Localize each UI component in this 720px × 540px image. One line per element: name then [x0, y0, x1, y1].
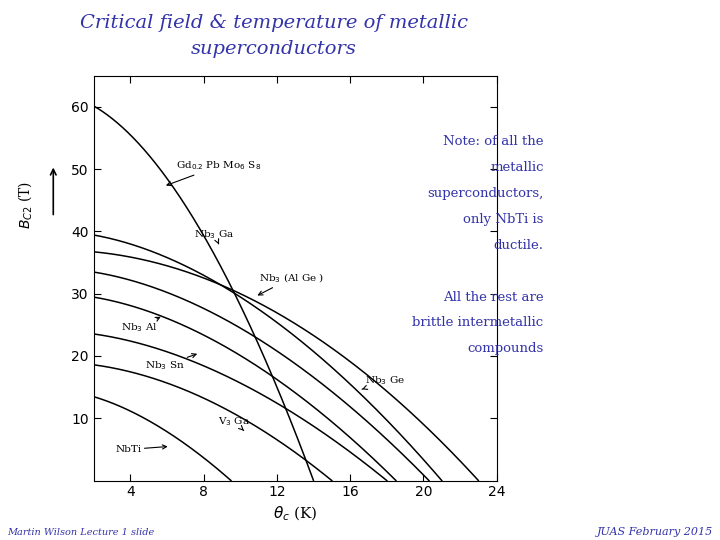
Text: Nb$_3$ Ge: Nb$_3$ Ge — [362, 375, 405, 389]
Text: Nb$_3$ Sn: Nb$_3$ Sn — [145, 354, 196, 372]
Text: Nb$_3$ Al: Nb$_3$ Al — [121, 318, 160, 334]
Text: Gd$_{0.2}$ Pb Mo$_6$ S$_8$: Gd$_{0.2}$ Pb Mo$_6$ S$_8$ — [167, 159, 261, 186]
X-axis label: $\theta_c$ (K): $\theta_c$ (K) — [273, 505, 318, 523]
Text: Note: of all the: Note: of all the — [443, 135, 544, 148]
Text: superconductors,: superconductors, — [428, 187, 544, 200]
Text: NbTi: NbTi — [116, 445, 166, 454]
Text: Critical field & temperature of metallic: Critical field & temperature of metallic — [80, 14, 467, 31]
Text: JUAS February 2015: JUAS February 2015 — [597, 527, 713, 537]
Text: metallic: metallic — [490, 161, 544, 174]
Text: All the rest are: All the rest are — [443, 291, 544, 303]
Text: Nb$_3$ (Al Ge ): Nb$_3$ (Al Ge ) — [258, 271, 324, 295]
Text: brittle intermetallic: brittle intermetallic — [413, 316, 544, 329]
Text: $B_{C2}$ (T): $B_{C2}$ (T) — [17, 181, 34, 230]
Text: Martin Wilson Lecture 1 slide: Martin Wilson Lecture 1 slide — [7, 528, 155, 537]
Text: V$_3$ Ga: V$_3$ Ga — [218, 415, 251, 430]
Text: compounds: compounds — [467, 342, 544, 355]
Text: only NbTi is: only NbTi is — [463, 213, 544, 226]
Text: superconductors: superconductors — [191, 40, 356, 58]
Text: ductile.: ductile. — [494, 239, 544, 252]
Text: Nb$_3$ Ga: Nb$_3$ Ga — [194, 228, 235, 244]
